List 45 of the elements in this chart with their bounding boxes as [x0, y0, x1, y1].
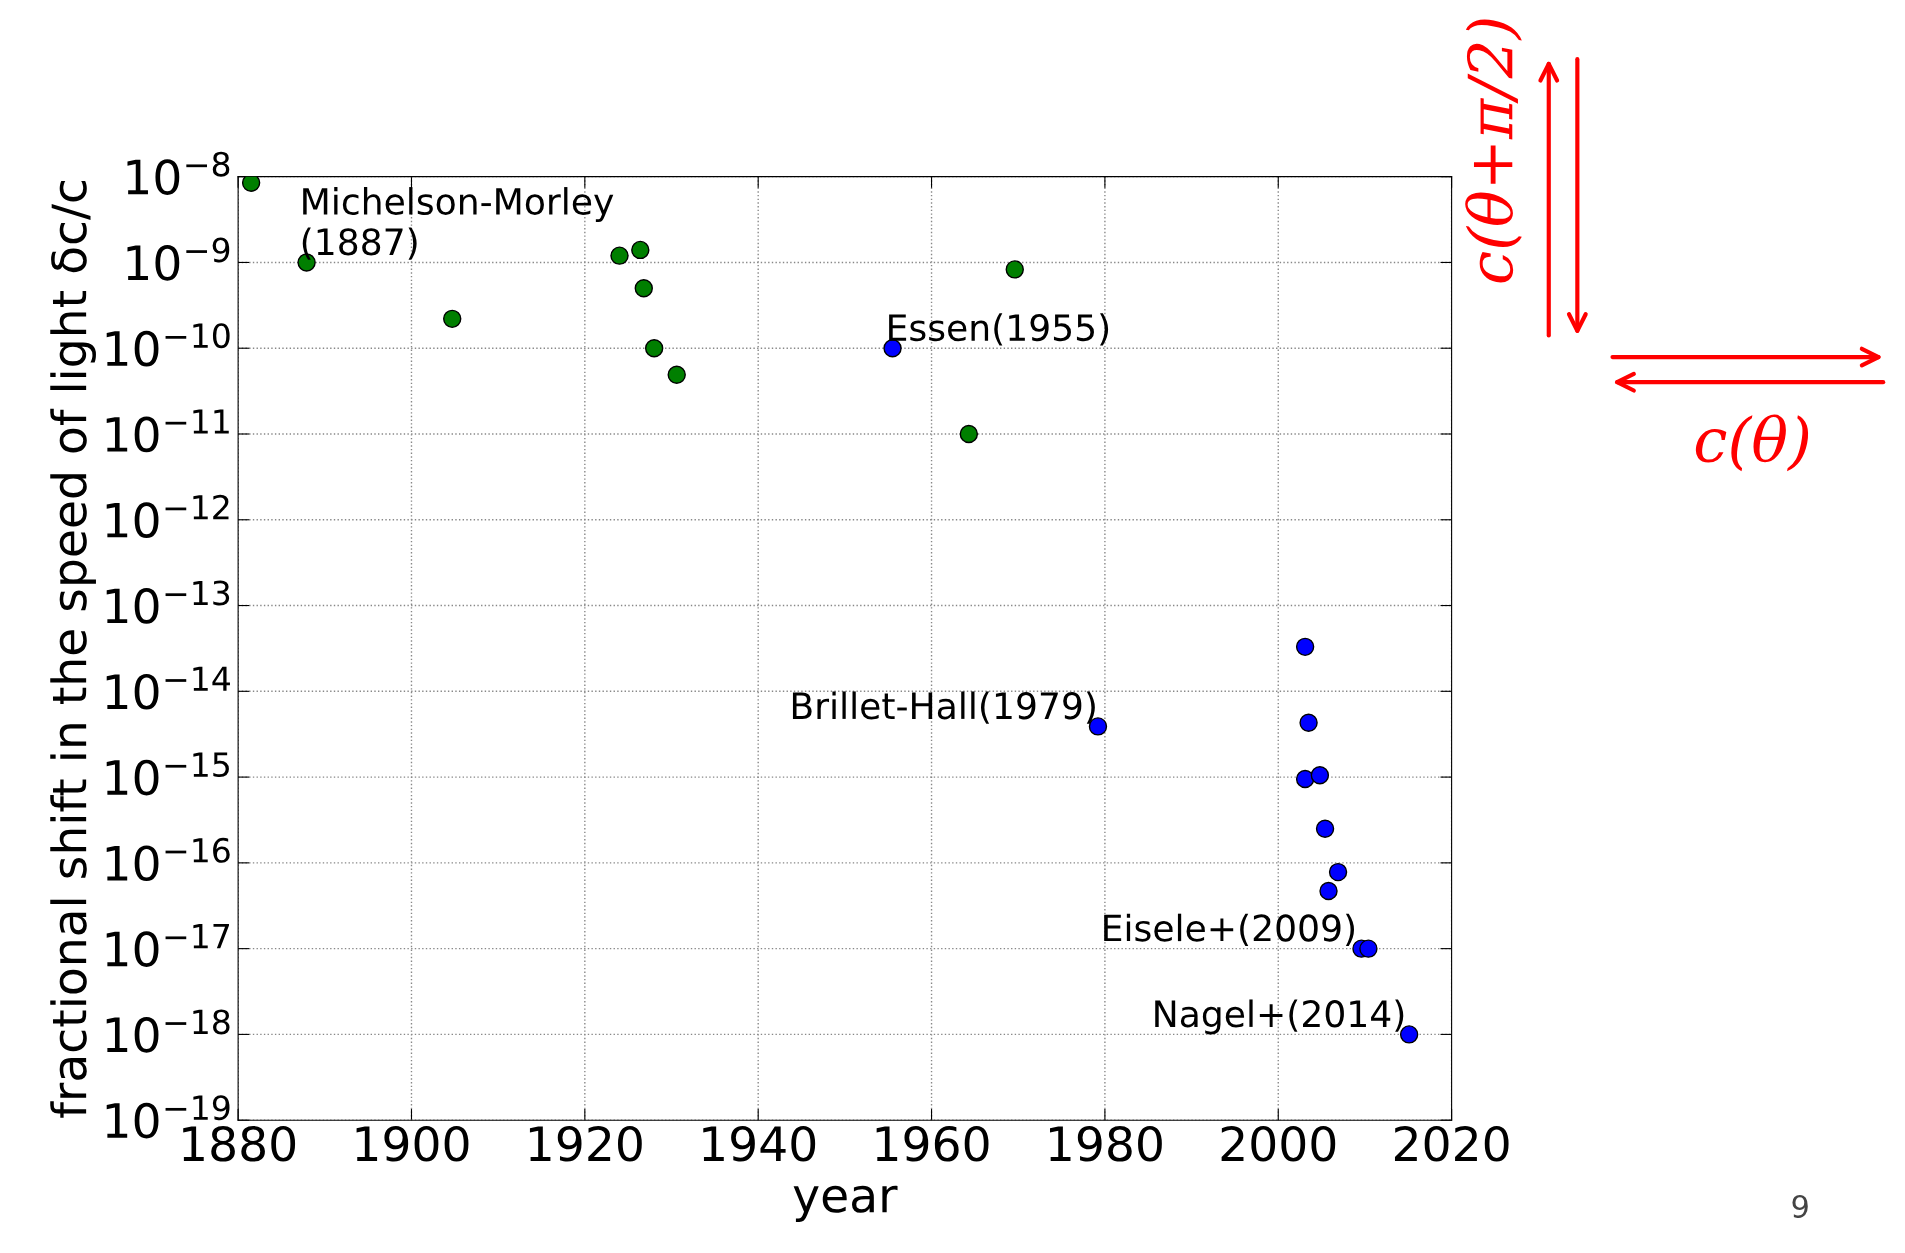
y-tick-label: 10$^{−12}$ [106, 494, 229, 539]
y-tick-label: 10$^{−8}$ [127, 151, 230, 195]
y-tick-label: 10$^{−11}$ [106, 409, 229, 453]
x-tick-label: 2000 [1221, 1125, 1336, 1162]
point [1315, 819, 1335, 838]
y-tick-label: 10$^{−13}$ [106, 580, 230, 624]
x-tick-label: 1920 [529, 1125, 642, 1162]
annotation: Eisele+(2009) [1104, 913, 1355, 946]
point [644, 339, 664, 358]
y-tick-label: 10$^{−9}$ [127, 237, 230, 281]
text: c(θ+π/2) [1465, 19, 1522, 283]
point [1328, 862, 1348, 882]
point [959, 424, 979, 444]
x-tick-label: 1980 [1050, 1125, 1162, 1162]
point [1319, 881, 1338, 901]
text: 9 [1792, 1194, 1808, 1219]
annotation: Michelson-Morley (1887) [302, 187, 614, 260]
y-tick-label: 10$^{−16}$ [106, 837, 230, 882]
y-tick-label: 10$^{−14}$ [106, 666, 230, 710]
y-tick-label: 10$^{−10}$ [106, 323, 230, 367]
annotation: Brillet-Hall(1979) [792, 691, 1095, 724]
point [443, 309, 462, 329]
x-tick-label: 2020 [1394, 1125, 1509, 1162]
y-axis-title: fractional shift in the speed of light δc/c [50, 181, 96, 1118]
annotation: Essen(1955) [889, 313, 1109, 346]
point [610, 246, 629, 265]
point [1359, 939, 1378, 958]
x-tick-label: 1940 [703, 1125, 816, 1162]
y-tick-label: 10$^{−17}$ [106, 924, 229, 967]
annotation: Nagel+(2014) [1155, 999, 1404, 1035]
point [634, 279, 653, 298]
point [1310, 766, 1330, 785]
x-tick-label: 1960 [876, 1125, 989, 1162]
point [241, 176, 261, 192]
point [1295, 769, 1315, 789]
text: c(θ) [1695, 414, 1809, 472]
y-tick-label: 10$^{−15}$ [106, 752, 229, 796]
x-axis-title: year [793, 1185, 898, 1222]
x-tick-label: 1900 [356, 1125, 469, 1162]
y-tick-label: 10$^{−18}$ [106, 1009, 230, 1053]
point [631, 240, 650, 260]
point [667, 365, 686, 384]
point [1295, 637, 1315, 657]
point [1005, 260, 1024, 279]
point [1299, 713, 1318, 732]
